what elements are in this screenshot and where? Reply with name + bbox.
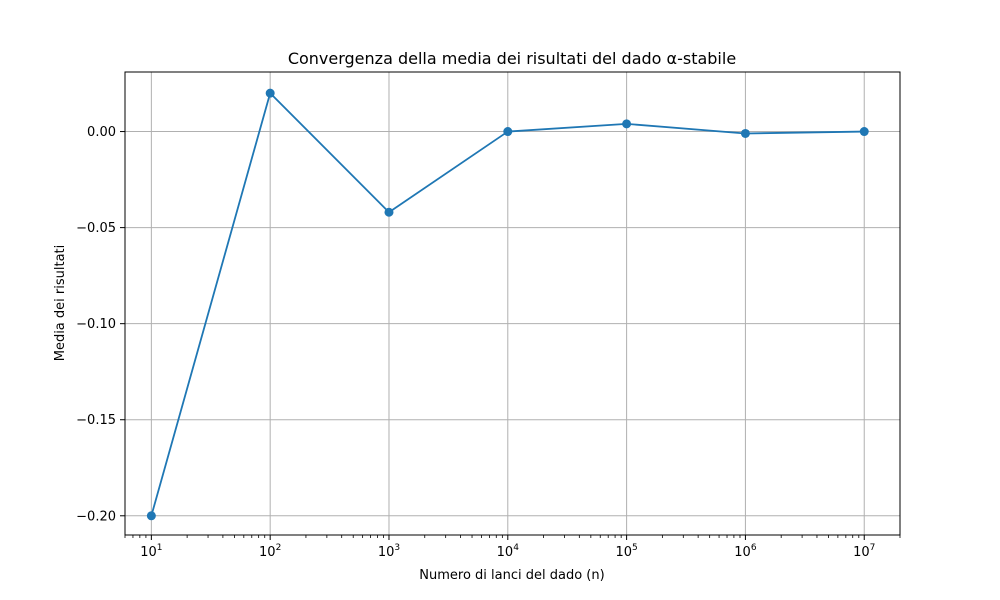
x-tick-base: 10	[378, 545, 395, 560]
x-tick-label: 106	[734, 543, 757, 560]
ticks: 101 102 103 104 105 106 1070.00−0.05−0.10−0.15…	[76, 125, 901, 560]
x-tick-label: 104	[497, 543, 520, 560]
x-tick-label: 103	[378, 543, 400, 560]
x-axis-label: Numero di lanci del dado (n)	[419, 568, 604, 583]
x-tick-exponent: 1	[157, 543, 163, 553]
y-axis-label: Media dei risultati	[53, 245, 68, 362]
x-tick-exponent: 7	[870, 543, 876, 553]
grid	[125, 72, 900, 535]
plot-area-frame	[124, 71, 901, 536]
y-tick-label: −0.20	[76, 509, 116, 524]
x-tick-label: 102	[259, 543, 281, 560]
chart-title: Convergenza della media dei risultati de…	[288, 49, 736, 68]
x-tick-base: 10	[734, 545, 751, 560]
x-tick-base: 10	[497, 545, 514, 560]
y-tick-label: −0.15	[76, 413, 116, 428]
y-tick-label: −0.05	[76, 221, 116, 236]
x-tick-label: 105	[615, 543, 637, 560]
y-tick-label: 0.00	[87, 125, 116, 140]
data-point	[146, 511, 156, 521]
x-tick-base: 10	[140, 545, 157, 560]
data-point	[859, 127, 869, 137]
series-layer	[146, 88, 869, 521]
x-tick-base: 10	[615, 545, 632, 560]
x-tick-label: 101	[140, 543, 162, 560]
x-tick-label: 107	[853, 543, 875, 560]
x-tick-base: 10	[259, 545, 276, 560]
x-tick-exponent: 6	[751, 543, 757, 553]
x-tick-base: 10	[853, 545, 870, 560]
y-tick-label: −0.10	[76, 317, 116, 332]
data-point	[622, 119, 632, 129]
x-tick-exponent: 4	[513, 543, 519, 553]
x-tick-exponent: 5	[632, 543, 638, 553]
x-tick-exponent: 3	[394, 543, 400, 553]
data-point	[384, 207, 394, 217]
x-tick-exponent: 2	[276, 543, 282, 553]
data-point	[265, 88, 275, 98]
data-point	[503, 127, 513, 137]
data-point	[740, 128, 750, 138]
